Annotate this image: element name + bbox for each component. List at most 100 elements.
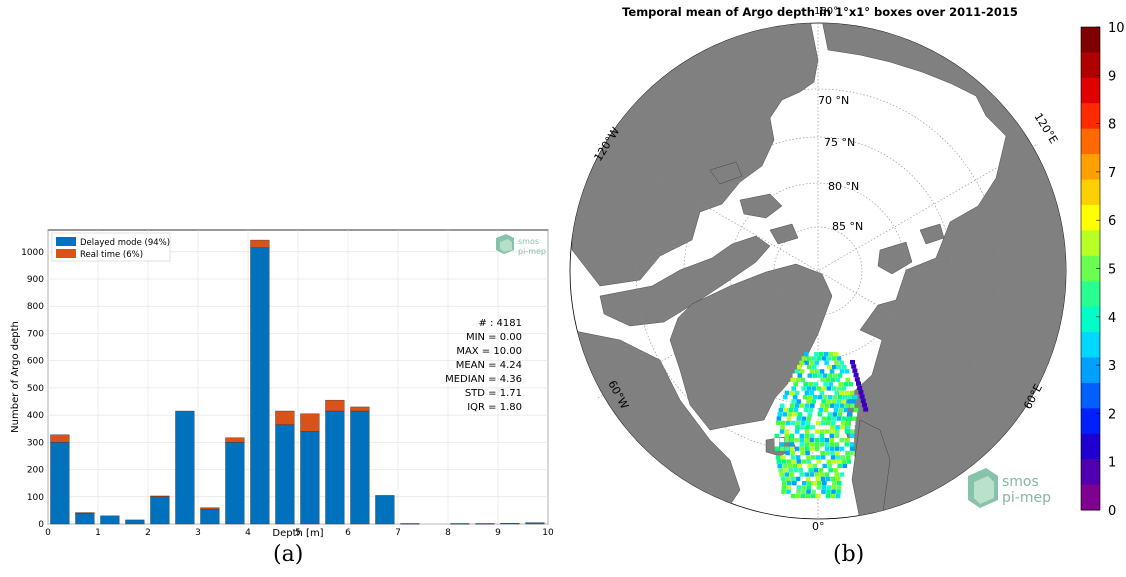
colorbar-segment	[1081, 103, 1100, 130]
argo-cell	[835, 420, 841, 426]
bar-delayed-mode	[75, 512, 95, 525]
argo-cell	[844, 390, 850, 395]
colorbar-segment	[1081, 459, 1100, 486]
argo-cell	[824, 429, 830, 434]
argo-cell	[779, 442, 785, 447]
argo-cell	[827, 373, 833, 378]
argo-cell	[799, 446, 805, 451]
argo-cell	[790, 493, 796, 499]
colorbar-tick-label: 0	[1108, 504, 1116, 519]
argo-cell	[799, 438, 805, 443]
argo-cell	[816, 489, 821, 494]
stat-mean: MEAN = 4.24	[456, 360, 522, 371]
colorbar-tick-label: 4	[1108, 311, 1116, 326]
argo-cell	[804, 433, 810, 438]
argo-cell	[799, 472, 805, 477]
argo-cell	[800, 420, 806, 426]
x-tick-label: 8	[445, 528, 451, 538]
argo-cell	[824, 390, 830, 395]
argo-cell	[801, 459, 807, 464]
argo-cell	[860, 398, 866, 403]
argo-cell	[845, 377, 851, 383]
argo-cell	[796, 416, 802, 421]
argo-cell	[784, 446, 790, 451]
argo-cell	[830, 455, 836, 460]
argo-cell	[832, 412, 838, 417]
argo-cell	[811, 459, 817, 464]
argo-cell	[843, 407, 849, 413]
argo-cell	[805, 493, 811, 499]
bar-delayed-mode	[150, 496, 170, 525]
bar-delayed-mode	[200, 508, 220, 525]
argo-cell	[804, 403, 810, 408]
argo-cell	[776, 416, 782, 421]
argo-cell	[851, 416, 857, 421]
argo-cell	[777, 463, 783, 469]
stat-iqr: IQR = 1.80	[467, 402, 522, 413]
argo-cell	[821, 416, 827, 421]
argo-cell	[841, 399, 846, 404]
argo-cell	[779, 403, 785, 408]
argo-cell	[796, 459, 802, 464]
argo-cell	[807, 481, 812, 486]
argo-cell	[807, 373, 813, 378]
argo-cell	[831, 489, 836, 494]
argo-cell	[822, 481, 827, 486]
argo-cell	[795, 493, 801, 499]
argo-cell	[836, 489, 841, 494]
argo-cell	[814, 369, 820, 374]
argo-cell	[804, 446, 810, 451]
argo-cell	[806, 485, 812, 490]
argo-cell	[814, 446, 820, 451]
argo-cell	[819, 390, 825, 395]
argo-cell	[849, 429, 855, 434]
argo-cell	[834, 472, 840, 477]
argo-cell	[831, 399, 836, 404]
argo-cell	[817, 395, 823, 400]
argo-cell	[841, 364, 847, 370]
argo-cell	[832, 481, 837, 486]
colorbar-segment	[1081, 332, 1100, 358]
argo-cell	[833, 382, 838, 387]
argo-cell	[851, 399, 856, 404]
argo-cell	[824, 360, 829, 365]
argo-cell	[834, 442, 840, 447]
argo-cell	[827, 463, 833, 469]
argo-cell	[819, 438, 825, 443]
argo-cell	[830, 377, 836, 383]
argo-cell	[804, 442, 810, 447]
argo-cell	[840, 420, 846, 426]
argo-cell	[825, 425, 830, 430]
bar-real-time	[300, 413, 320, 432]
argo-cell	[834, 390, 840, 395]
argo-cell	[799, 369, 805, 374]
y-tick-label: 800	[27, 302, 44, 312]
argo-cell	[801, 386, 807, 391]
stat-min: MIN = 0.00	[466, 332, 522, 343]
landmass-eurasia	[821, 23, 1066, 519]
argo-cell	[774, 438, 780, 443]
argo-cell	[809, 390, 815, 395]
argo-cell	[837, 463, 843, 469]
argo-cell	[789, 433, 795, 438]
argo-cell	[794, 429, 800, 434]
caption-a: (a)	[273, 542, 304, 567]
argo-cell	[826, 416, 832, 421]
argo-cell	[796, 485, 802, 490]
landmass-svalbard	[877, 223, 945, 275]
argo-cell	[839, 369, 845, 374]
argo-cell	[797, 412, 803, 417]
argo-cell	[784, 438, 790, 443]
argo-cell	[847, 395, 853, 400]
argo-cell	[805, 420, 811, 426]
argo-cell	[774, 433, 780, 438]
argo-cell	[795, 476, 801, 481]
y-tick-label: 900	[27, 275, 44, 285]
stat-count: # : 4181	[478, 318, 522, 329]
argo-cell	[819, 429, 825, 434]
argo-cell	[838, 407, 844, 413]
argo-cell	[779, 429, 785, 434]
argo-cell	[778, 407, 784, 413]
argo-cell	[821, 399, 826, 404]
argo-cell	[774, 446, 780, 451]
